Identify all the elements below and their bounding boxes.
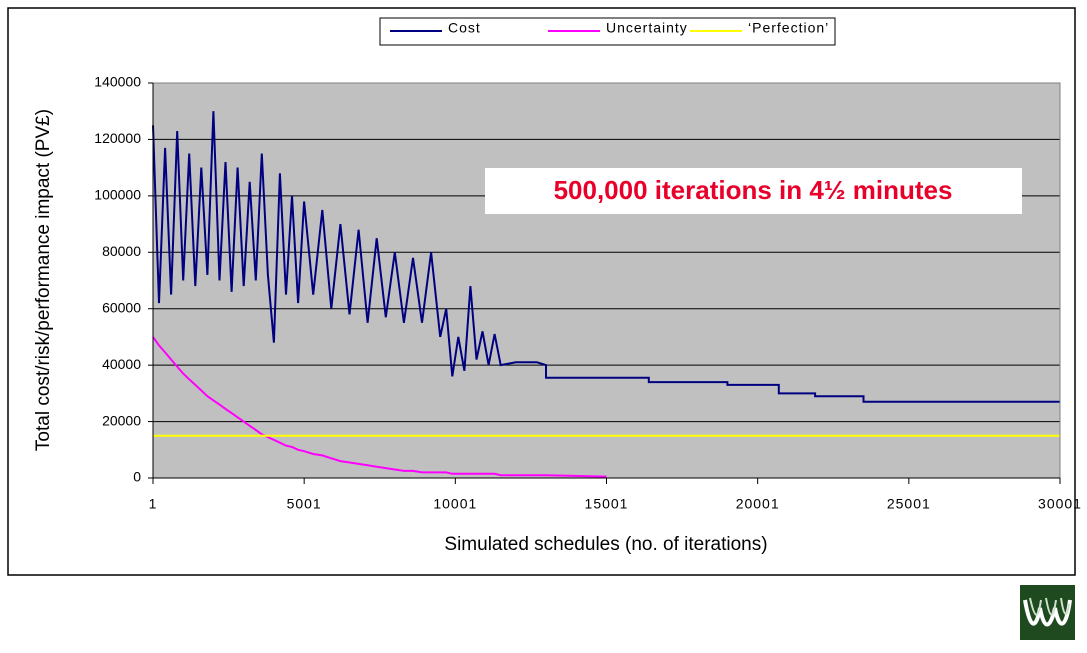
x-tick-label: 10001 xyxy=(433,496,477,512)
legend-items: Cost Uncertainty ‘Perfection’ xyxy=(390,20,829,36)
x-tick-label: 1 xyxy=(149,496,158,512)
x-tick-label: 20001 xyxy=(736,496,780,512)
annotation-box xyxy=(485,168,1022,214)
x-tick-label: 15001 xyxy=(585,496,629,512)
legend xyxy=(379,17,836,46)
y-tick-label: 100000 xyxy=(94,187,141,203)
x-axis-label: Simulated schedules (no. of iterations) xyxy=(444,534,767,555)
y-axis-label: Total cost/risk/performance impact (PV£) xyxy=(33,109,54,451)
legend-label: Uncertainty xyxy=(606,20,688,36)
y-tick-label: 140000 xyxy=(94,74,141,90)
annotation: 500,000 iterations in 4½ minutes xyxy=(554,175,953,205)
logo-mark xyxy=(1023,599,1072,627)
y-tick-label: 20000 xyxy=(102,412,141,428)
x-tick-label: 30001 xyxy=(1038,496,1082,512)
legend-label: ‘Perfection’ xyxy=(748,20,829,36)
x-tick-label: 5001 xyxy=(287,496,322,512)
logo-mark xyxy=(1029,597,1070,616)
legend-label: Cost xyxy=(448,20,481,36)
y-tick-label: 40000 xyxy=(102,356,141,372)
plot-area xyxy=(153,83,1060,478)
y-tick-label: 60000 xyxy=(102,299,141,315)
series-line xyxy=(152,336,607,478)
y-tick-label: 80000 xyxy=(102,243,141,259)
series-line xyxy=(152,111,1060,403)
x-tick-label: 25001 xyxy=(887,496,931,512)
y-tick-label: 0 xyxy=(133,469,141,485)
logo xyxy=(1020,585,1075,640)
y-tick-label: 120000 xyxy=(94,130,141,146)
